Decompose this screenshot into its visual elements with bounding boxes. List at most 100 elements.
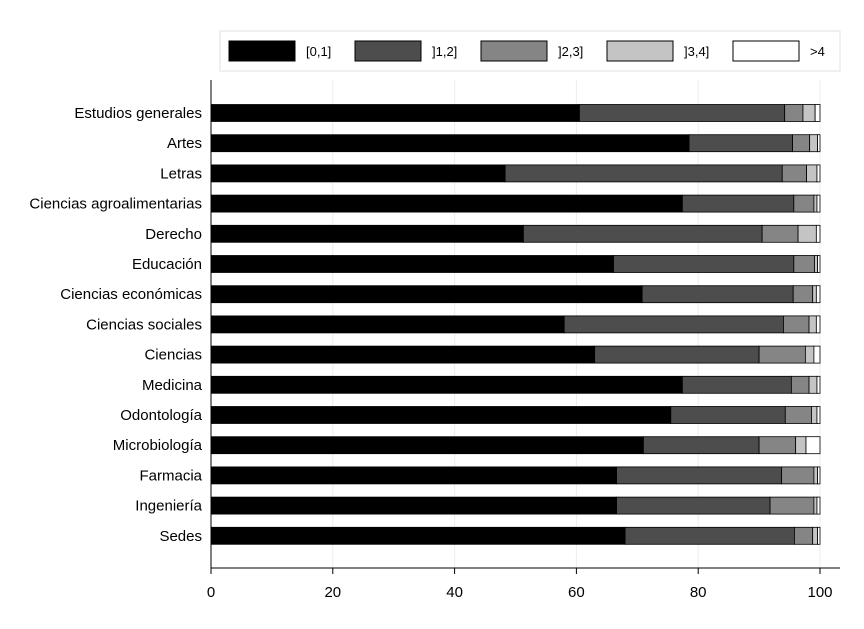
bar-segment [563,315,784,334]
bar-segment [812,526,818,545]
bar-segment [210,466,617,485]
bar-segment [761,224,799,243]
bar-segment [816,194,821,213]
bar-segment [642,436,760,455]
legend-swatch [480,40,548,62]
x-tick-label: 60 [568,584,585,601]
x-tick-label: 40 [446,584,463,601]
bar-segment [210,224,524,243]
legend-swatch [606,40,674,62]
bar-segment [624,526,795,545]
category-label: Estudios generales [74,105,202,122]
legend-swatch [732,40,800,62]
category-label: Medicina [142,377,203,394]
bar-segment [805,436,821,455]
category-label: Ciencias económicas [60,286,202,303]
bar-segment [808,375,818,394]
bar-segment [210,406,672,424]
bar-segment [670,406,786,424]
bar-segment [808,315,817,334]
bar-segment [793,194,815,213]
bar-segment [781,466,815,485]
bar-segment [641,285,794,304]
bar-segment [813,194,818,213]
category-label: Sedes [159,528,202,545]
bar-segment [813,496,818,515]
bar-segment [784,104,804,122]
bar-segment [816,375,821,394]
bar-segment [792,134,811,153]
x-tick-label: 80 [690,584,707,601]
bar-segment [758,345,806,364]
bar-segment [811,406,818,424]
bar-segment [806,164,818,183]
bar-segment [813,466,818,485]
bar-segment [817,255,821,273]
axes: Estudios generales Artes Letras Ciencias ag… [29,80,840,601]
bar-segment [681,375,792,394]
bar-segment [815,285,821,304]
category-label: Letras [160,165,202,182]
bar-segment [792,285,814,304]
bar-segment [816,406,821,424]
bar-segment [783,315,810,334]
bar-segment [784,406,812,424]
category-label: Ciencias [144,347,202,364]
legend: [0,1] ]1,2] ]2,3] ]3,4] >4 [219,30,841,72]
bar-segment [210,255,614,273]
bar-segment [210,315,565,334]
category-label: Ciencias sociales [86,316,202,333]
category-label: Ingeniería [135,498,202,515]
category-label: Odontología [120,407,202,424]
bar-segment [817,466,821,485]
legend-swatch [354,40,422,62]
bar-segment [613,255,795,273]
bar-segment [594,345,760,364]
bar-segment [210,375,683,394]
x-tick-label: 20 [324,584,341,601]
bar-segment [210,164,506,183]
bar-segment [815,315,821,334]
category-label: Artes [167,135,202,152]
bar-segment [210,436,644,455]
bar-segment [681,194,795,213]
bar-segment [816,496,821,515]
legend-swatch [228,40,296,62]
bar-segment [781,164,808,183]
legend-label: >4 [810,44,825,59]
category-label: Educación [132,256,202,273]
bar-segment [797,224,817,243]
bar-segment [790,375,810,394]
bar-segment [812,285,817,304]
bar-segment [815,224,821,243]
category-label: Microbiología [113,437,203,454]
bar-segment [814,104,821,122]
bar-segment [504,164,783,183]
bar-segment [210,345,596,364]
legend-label: ]2,3] [558,44,583,59]
bar-segment [616,496,771,515]
bar-segment [579,104,786,122]
category-label: Derecho [145,226,202,243]
legend-label: [0,1] [306,44,331,59]
bar-segment [210,526,626,545]
bar-segment [794,526,814,545]
bar-segment [804,345,815,364]
bar-segment [802,104,816,122]
bar-segment [210,104,580,122]
bar-segment [210,285,643,304]
bar-segment [758,436,797,455]
legend-label: ]1,2] [432,44,457,59]
bar-segment [816,164,821,183]
category-label: Farmacia [139,467,202,484]
bar-segment [817,134,821,153]
x-tick-label: 100 [807,584,832,601]
bar-segment [210,496,617,515]
legend-label: ]3,4] [684,44,709,59]
bar-segment [813,345,821,364]
bar-segment [795,436,807,455]
bar-segment [793,255,815,273]
x-tick-label: 0 [207,584,215,601]
bar-segment [769,496,815,515]
